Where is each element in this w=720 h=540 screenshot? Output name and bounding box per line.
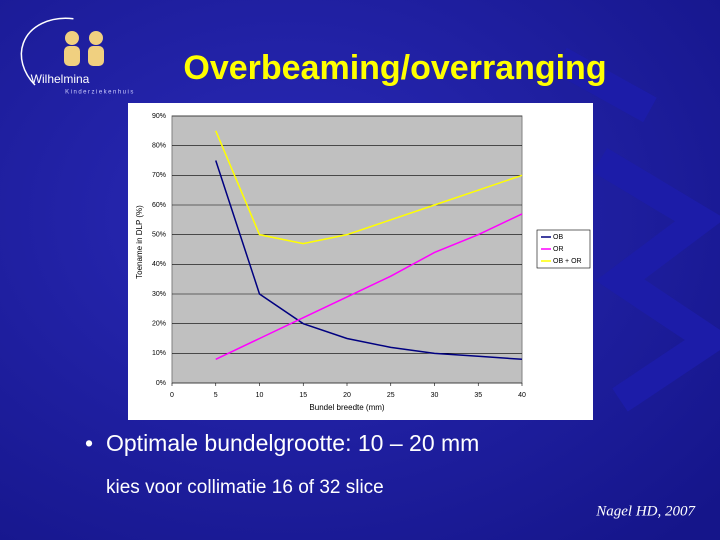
y-tick-label: 80%: [152, 143, 166, 150]
y-tick-label: 40%: [152, 261, 166, 268]
y-tick-label: 60%: [152, 202, 166, 209]
x-tick-label: 0: [170, 392, 174, 399]
series-line: [215, 213, 523, 360]
x-tick-label: 30: [431, 392, 439, 399]
logo-subtext: Kinderziekenhuis: [65, 90, 135, 96]
y-tick-label: 0%: [156, 380, 166, 387]
decoration: [553, 47, 720, 412]
slide-title: Overbeaming/overranging: [183, 49, 606, 87]
series-line: [215, 160, 523, 361]
x-tick-label: 15: [299, 392, 307, 399]
x-axis-label: Bundel breedte (mm): [309, 403, 384, 412]
x-tick-label: 35: [474, 392, 482, 399]
x-tick-label: 10: [256, 392, 264, 399]
legend-label: OR: [553, 246, 564, 253]
x-tick-label: 20: [343, 392, 351, 399]
legend-label: OB + OR: [553, 258, 582, 265]
logo: Wilhelmina Kinderziekenhuis: [20, 17, 135, 107]
plot-area: [171, 115, 523, 384]
subtext: kies voor collimatie 16 of 32 slice: [106, 477, 384, 498]
legend-label: OB: [553, 234, 563, 241]
y-axis-label: Toename in DLP (%): [135, 205, 144, 279]
x-tick-label: 5: [214, 392, 218, 399]
credit: Nagel HD, 2007: [595, 503, 696, 519]
logo-text: Wilhelmina: [31, 72, 90, 86]
x-tick-label: 40: [518, 392, 526, 399]
y-tick-label: 50%: [152, 232, 166, 239]
series-line: [215, 130, 523, 245]
bullet-dot: •: [85, 430, 93, 456]
y-tick-label: 90%: [152, 113, 166, 120]
x-tick-label: 25: [387, 392, 395, 399]
bullet-text: Optimale bundelgrootte: 10 – 20 mm: [106, 430, 479, 456]
y-tick-label: 30%: [152, 291, 166, 298]
y-tick-label: 20%: [152, 321, 166, 328]
y-tick-label: 70%: [152, 172, 166, 179]
y-tick-label: 10%: [152, 350, 166, 357]
